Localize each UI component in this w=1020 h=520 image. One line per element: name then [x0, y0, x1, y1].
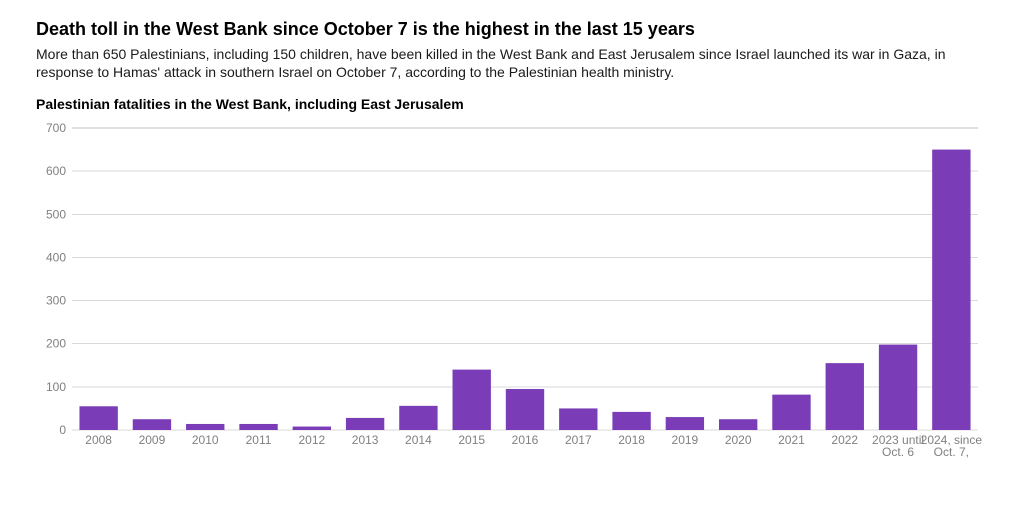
chart-container: Death toll in the West Bank since Octobe… — [0, 0, 1020, 520]
x-axis-label: 2010 — [192, 433, 219, 447]
headline: Death toll in the West Bank since Octobe… — [36, 18, 984, 41]
y-axis-label: 100 — [46, 380, 66, 394]
bar — [719, 419, 757, 430]
bar — [133, 419, 171, 430]
x-axis-label: 2019 — [672, 433, 699, 447]
bar — [612, 412, 650, 430]
x-axis-label: 2017 — [565, 433, 592, 447]
x-axis-label: 2024, sinceOct. 7, — [921, 433, 983, 459]
x-axis-label: 2018 — [618, 433, 645, 447]
bar — [506, 389, 544, 430]
bar — [559, 409, 597, 431]
bar — [772, 395, 810, 430]
bar — [453, 370, 491, 430]
x-axis-label: 2009 — [139, 433, 166, 447]
x-axis-label: 2016 — [512, 433, 539, 447]
bar — [399, 406, 437, 430]
y-axis-label: 0 — [59, 423, 66, 437]
x-axis-label: 2011 — [246, 433, 272, 447]
bar — [79, 407, 117, 431]
x-axis-label: 2014 — [405, 433, 432, 447]
x-axis-label: 2012 — [298, 433, 325, 447]
bar — [186, 424, 224, 430]
x-axis-label: 2008 — [85, 433, 112, 447]
y-axis-label: 200 — [46, 337, 66, 351]
chart-title: Palestinian fatalities in the West Bank,… — [36, 96, 984, 112]
x-axis-label: 2022 — [831, 433, 858, 447]
x-axis-label: 2013 — [352, 433, 379, 447]
bar-chart: 0 100 200 300 400 500 600 700 2008 2009 2010 2011 20… — [36, 120, 984, 480]
y-axis-label: 400 — [46, 251, 66, 265]
y-axis-label: 700 — [46, 121, 66, 135]
bar — [293, 427, 331, 430]
bar — [346, 418, 384, 430]
bar — [826, 363, 864, 430]
subhead: More than 650 Palestinians, including 15… — [36, 45, 984, 83]
bar — [239, 424, 277, 430]
x-axis-label: 2023 untilOct. 6 — [872, 433, 924, 459]
bar — [666, 417, 704, 430]
bar — [879, 345, 917, 430]
x-axis-label: 2015 — [458, 433, 485, 447]
y-axis-label: 500 — [46, 208, 66, 222]
y-axis-label: 300 — [46, 294, 66, 308]
chart-svg: 0 100 200 300 400 500 600 700 2008 2009 2010 2011 20… — [36, 120, 984, 480]
y-axis-label: 600 — [46, 164, 66, 178]
x-axis-label: 2021 — [778, 433, 805, 447]
x-axis-label: 2020 — [725, 433, 752, 447]
bar — [932, 150, 970, 430]
